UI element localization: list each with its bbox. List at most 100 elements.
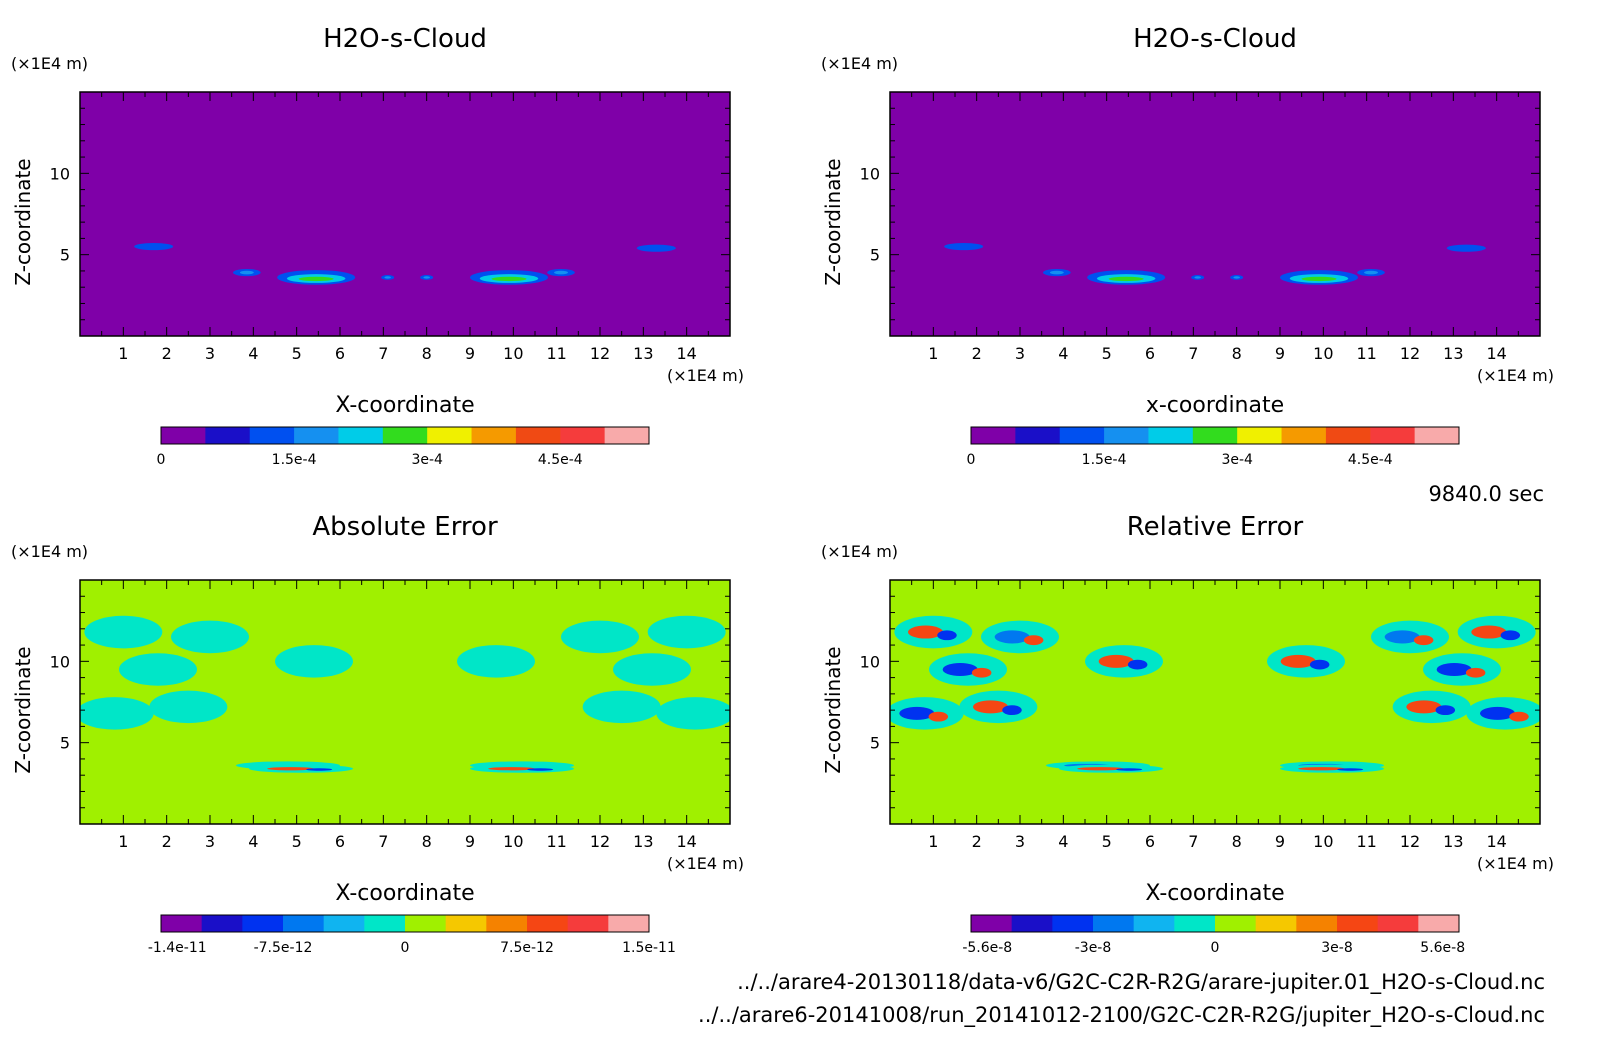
chart-title: Relative Error xyxy=(1127,512,1304,542)
y-tick-label: 10 xyxy=(50,164,70,183)
feature-core xyxy=(1500,630,1521,641)
x-tick-label: 14 xyxy=(676,832,696,851)
x-tick-label: 11 xyxy=(546,832,566,851)
x-tick-label: 9 xyxy=(1275,832,1285,851)
x-tick-label: 3 xyxy=(1015,344,1025,363)
x-unit-label: (×1E4 m) xyxy=(1477,366,1554,385)
x-tick-label: 1 xyxy=(928,344,938,363)
x-tick-label: 3 xyxy=(205,832,215,851)
x-tick-label: 2 xyxy=(162,344,172,363)
x-tick-label: 1 xyxy=(928,832,938,851)
colorbar-segment xyxy=(971,427,1016,444)
feature-core xyxy=(953,244,974,249)
feature-core xyxy=(899,706,935,720)
colorbar-tick-label: -3e-8 xyxy=(1075,940,1112,956)
file-path-2: ../../arare6-20141008/run_20141012-2100/… xyxy=(698,1003,1545,1027)
x-tick-label: 11 xyxy=(546,344,566,363)
colorbar-segment xyxy=(338,427,384,444)
colorbar-segment xyxy=(1337,915,1379,932)
feature-core xyxy=(994,630,1030,644)
y-unit-label: (×1E4 m) xyxy=(11,542,88,561)
feature-core xyxy=(1436,662,1472,676)
x-tick-label: 10 xyxy=(503,832,523,851)
x-tick-label: 2 xyxy=(972,832,982,851)
colorbar-tick-label: 0 xyxy=(401,940,410,956)
x-tick-label: 7 xyxy=(1188,344,1198,363)
x-tick-label: 5 xyxy=(292,832,302,851)
colorbar-frame xyxy=(970,426,1460,445)
colorbar-segment xyxy=(205,427,251,444)
feature-core xyxy=(1413,635,1434,646)
colorbar-segment xyxy=(1011,915,1053,932)
colorbar-tick-label: 0 xyxy=(967,452,976,468)
x-tick-label: 12 xyxy=(590,832,610,851)
feature-core xyxy=(527,768,554,771)
x-tick-label: 2 xyxy=(162,832,172,851)
feature-peak xyxy=(491,276,527,282)
feature-core xyxy=(971,667,992,678)
x-tick-label: 10 xyxy=(503,344,523,363)
colorbar-segment xyxy=(1215,915,1257,932)
colorbar-segment xyxy=(1370,427,1416,444)
colorbar-segment xyxy=(471,427,517,444)
feature-core xyxy=(1479,706,1516,720)
colorbar-segment xyxy=(1015,427,1061,444)
colorbar-tick-label: 3e-4 xyxy=(1221,452,1253,468)
feature-core xyxy=(942,662,978,676)
colorbar-segment xyxy=(1192,427,1238,444)
colorbar-tick-label: 3e-8 xyxy=(1321,940,1352,956)
feature-core xyxy=(1384,630,1420,644)
chart-title: H2O-s-Cloud xyxy=(1133,24,1297,54)
feature-core xyxy=(1406,700,1442,714)
x-tick-label: 1 xyxy=(118,344,128,363)
feature-core xyxy=(1280,654,1316,668)
colorbar-tick-label: 1.5e-4 xyxy=(272,452,317,468)
colorbar-segment xyxy=(515,427,561,444)
x-tick-label: 14 xyxy=(676,344,696,363)
colorbar-segment xyxy=(527,915,569,932)
colorbar-segment xyxy=(1414,427,1460,444)
field-background xyxy=(890,92,1540,336)
feature-core xyxy=(1049,270,1064,275)
x-tick-label: 3 xyxy=(1015,832,1025,851)
colorbar-segment xyxy=(560,427,606,444)
feature xyxy=(561,620,639,654)
colorbar-segment xyxy=(242,915,284,932)
feature-core xyxy=(1116,768,1143,771)
y-axis-label: Z-coordinate xyxy=(821,158,845,285)
field-background xyxy=(80,92,730,336)
colorbar-tick-label: 7.5e-12 xyxy=(500,940,554,956)
x-tick-label: 12 xyxy=(1400,832,1420,851)
colorbar-segment xyxy=(294,427,339,444)
x-tick-label: 9 xyxy=(465,344,475,363)
x-tick-label: 8 xyxy=(422,832,432,851)
colorbar-segment xyxy=(1148,427,1194,444)
feature-core xyxy=(1127,659,1148,670)
colorbar-frame xyxy=(160,914,650,933)
x-tick-label: 7 xyxy=(378,344,388,363)
colorbar-tick-label: 4.5e-4 xyxy=(538,452,583,468)
feature-core xyxy=(1456,246,1477,250)
feature-core xyxy=(1077,767,1124,771)
feature-core xyxy=(239,270,254,275)
field-features xyxy=(80,615,730,773)
feature-core xyxy=(1194,276,1201,279)
colorbar-segment xyxy=(486,915,528,932)
y-axis-label: Z-coordinate xyxy=(821,646,845,773)
x-tick-label: 4 xyxy=(248,344,258,363)
feature-peak xyxy=(298,276,334,282)
x-tick-label: 13 xyxy=(1443,344,1463,363)
x-axis-label: X-coordinate xyxy=(335,393,474,418)
colorbar-frame xyxy=(970,914,1460,933)
feature xyxy=(647,615,726,649)
colorbar-segment xyxy=(249,427,295,444)
colorbar-tick-label: 0 xyxy=(1211,940,1220,956)
colorbar-segment xyxy=(1237,427,1283,444)
x-unit-label: (×1E4 m) xyxy=(1477,854,1554,873)
x-tick-label: 6 xyxy=(335,832,345,851)
feature-core xyxy=(1023,635,1044,646)
colorbar-segment xyxy=(201,915,243,932)
